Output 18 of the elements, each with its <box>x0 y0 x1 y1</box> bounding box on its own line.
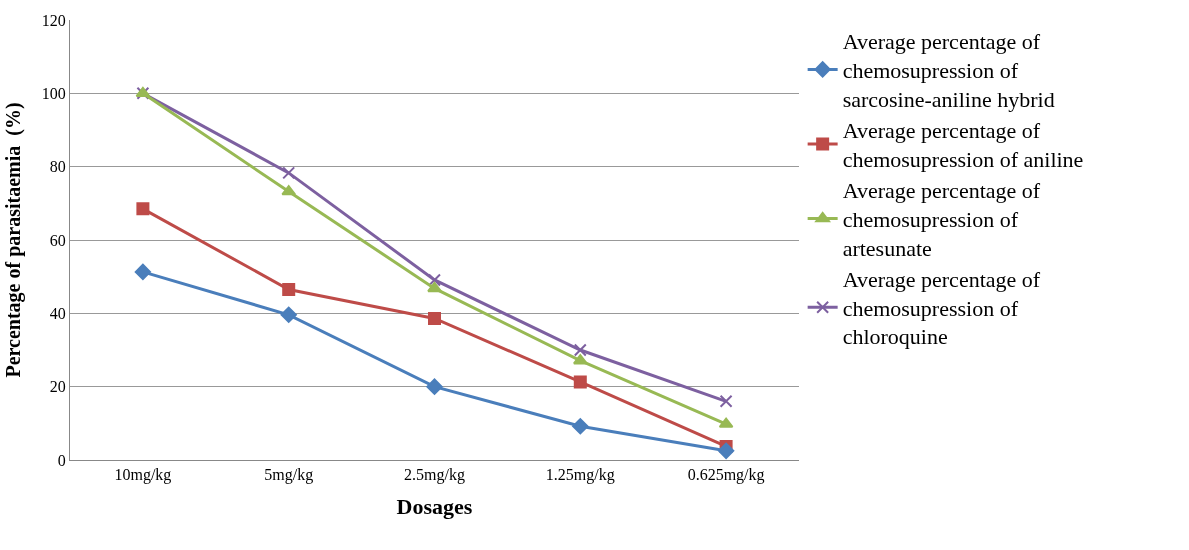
y-axis-title: Percentage of parasitaemia (%) <box>2 102 26 378</box>
y-tick-label: 80 <box>49 158 66 176</box>
legend-label: Average percentage of chemosupression of sarcosine-aniline hybrid <box>842 29 1055 112</box>
x-tick-label: 0.625mg/kg <box>687 466 765 485</box>
x-tick-label: 10mg/kg <box>114 466 172 485</box>
y-tick-label: 20 <box>49 378 66 396</box>
x-tick-label: 5mg/kg <box>264 466 314 485</box>
legend-label: Average percentage of chemosupression of aniline <box>842 118 1084 172</box>
y-tick-label: 60 <box>49 231 66 249</box>
y-tick-label: 40 <box>49 304 66 322</box>
x-axis-title: Dosages <box>396 494 473 520</box>
legend-label: Average percentage of chemosupression of artesunate <box>842 178 1041 261</box>
x-tick-label: 1.25mg/kg <box>545 466 615 485</box>
y-tick-label: 0 <box>57 451 66 469</box>
y-tick-label: 120 <box>41 11 66 29</box>
legend-label: Average percentage of chemosupression of chloroquine <box>842 267 1041 350</box>
y-tick-label: 100 <box>41 84 66 102</box>
x-tick-label: 2.5mg/kg <box>404 466 465 485</box>
